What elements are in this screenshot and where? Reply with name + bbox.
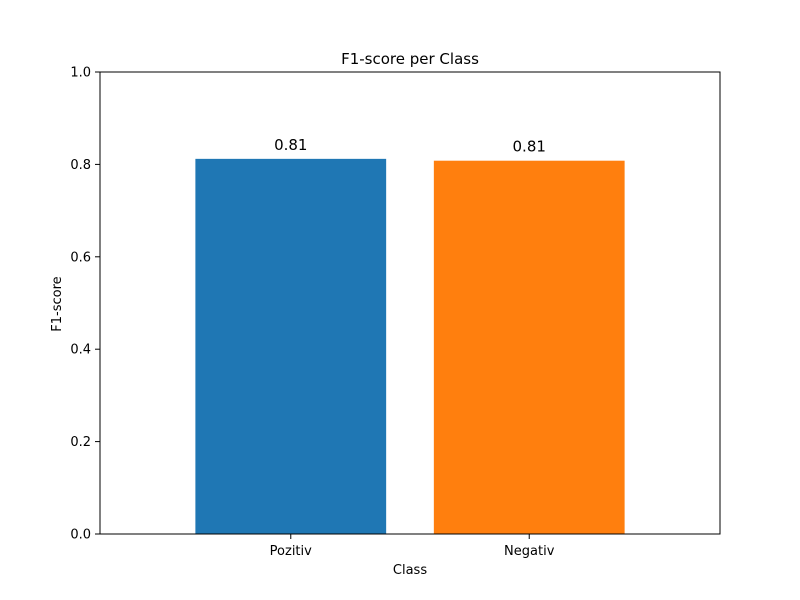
- x-axis: Pozitiv Negativ: [270, 534, 555, 559]
- bars-group: 0.81 0.81: [195, 136, 625, 535]
- data-label-pozitiv: 0.81: [274, 136, 307, 154]
- y-tick-label: 0.2: [70, 435, 91, 450]
- plot-frame: [99, 71, 721, 535]
- bar-negativ: [433, 160, 625, 535]
- y-tick-label: 0.6: [70, 250, 91, 265]
- y-axis: 0.0 0.2 0.4 0.6 0.8 1.0: [70, 66, 100, 543]
- y-tick-label: 0.4: [70, 343, 91, 358]
- data-label-negativ: 0.81: [513, 138, 546, 156]
- chart-title: F1-score per Class: [341, 50, 479, 68]
- x-tick-label: Pozitiv: [270, 544, 312, 559]
- x-tick-label: Negativ: [504, 544, 555, 559]
- y-tick-label: 1.0: [70, 66, 91, 81]
- x-axis-label: Class: [393, 563, 427, 578]
- y-tick-label: 0.0: [70, 528, 91, 543]
- y-tick-label: 0.8: [70, 158, 91, 173]
- bar-pozitiv: [195, 158, 387, 534]
- y-axis-label: F1-score: [50, 276, 65, 331]
